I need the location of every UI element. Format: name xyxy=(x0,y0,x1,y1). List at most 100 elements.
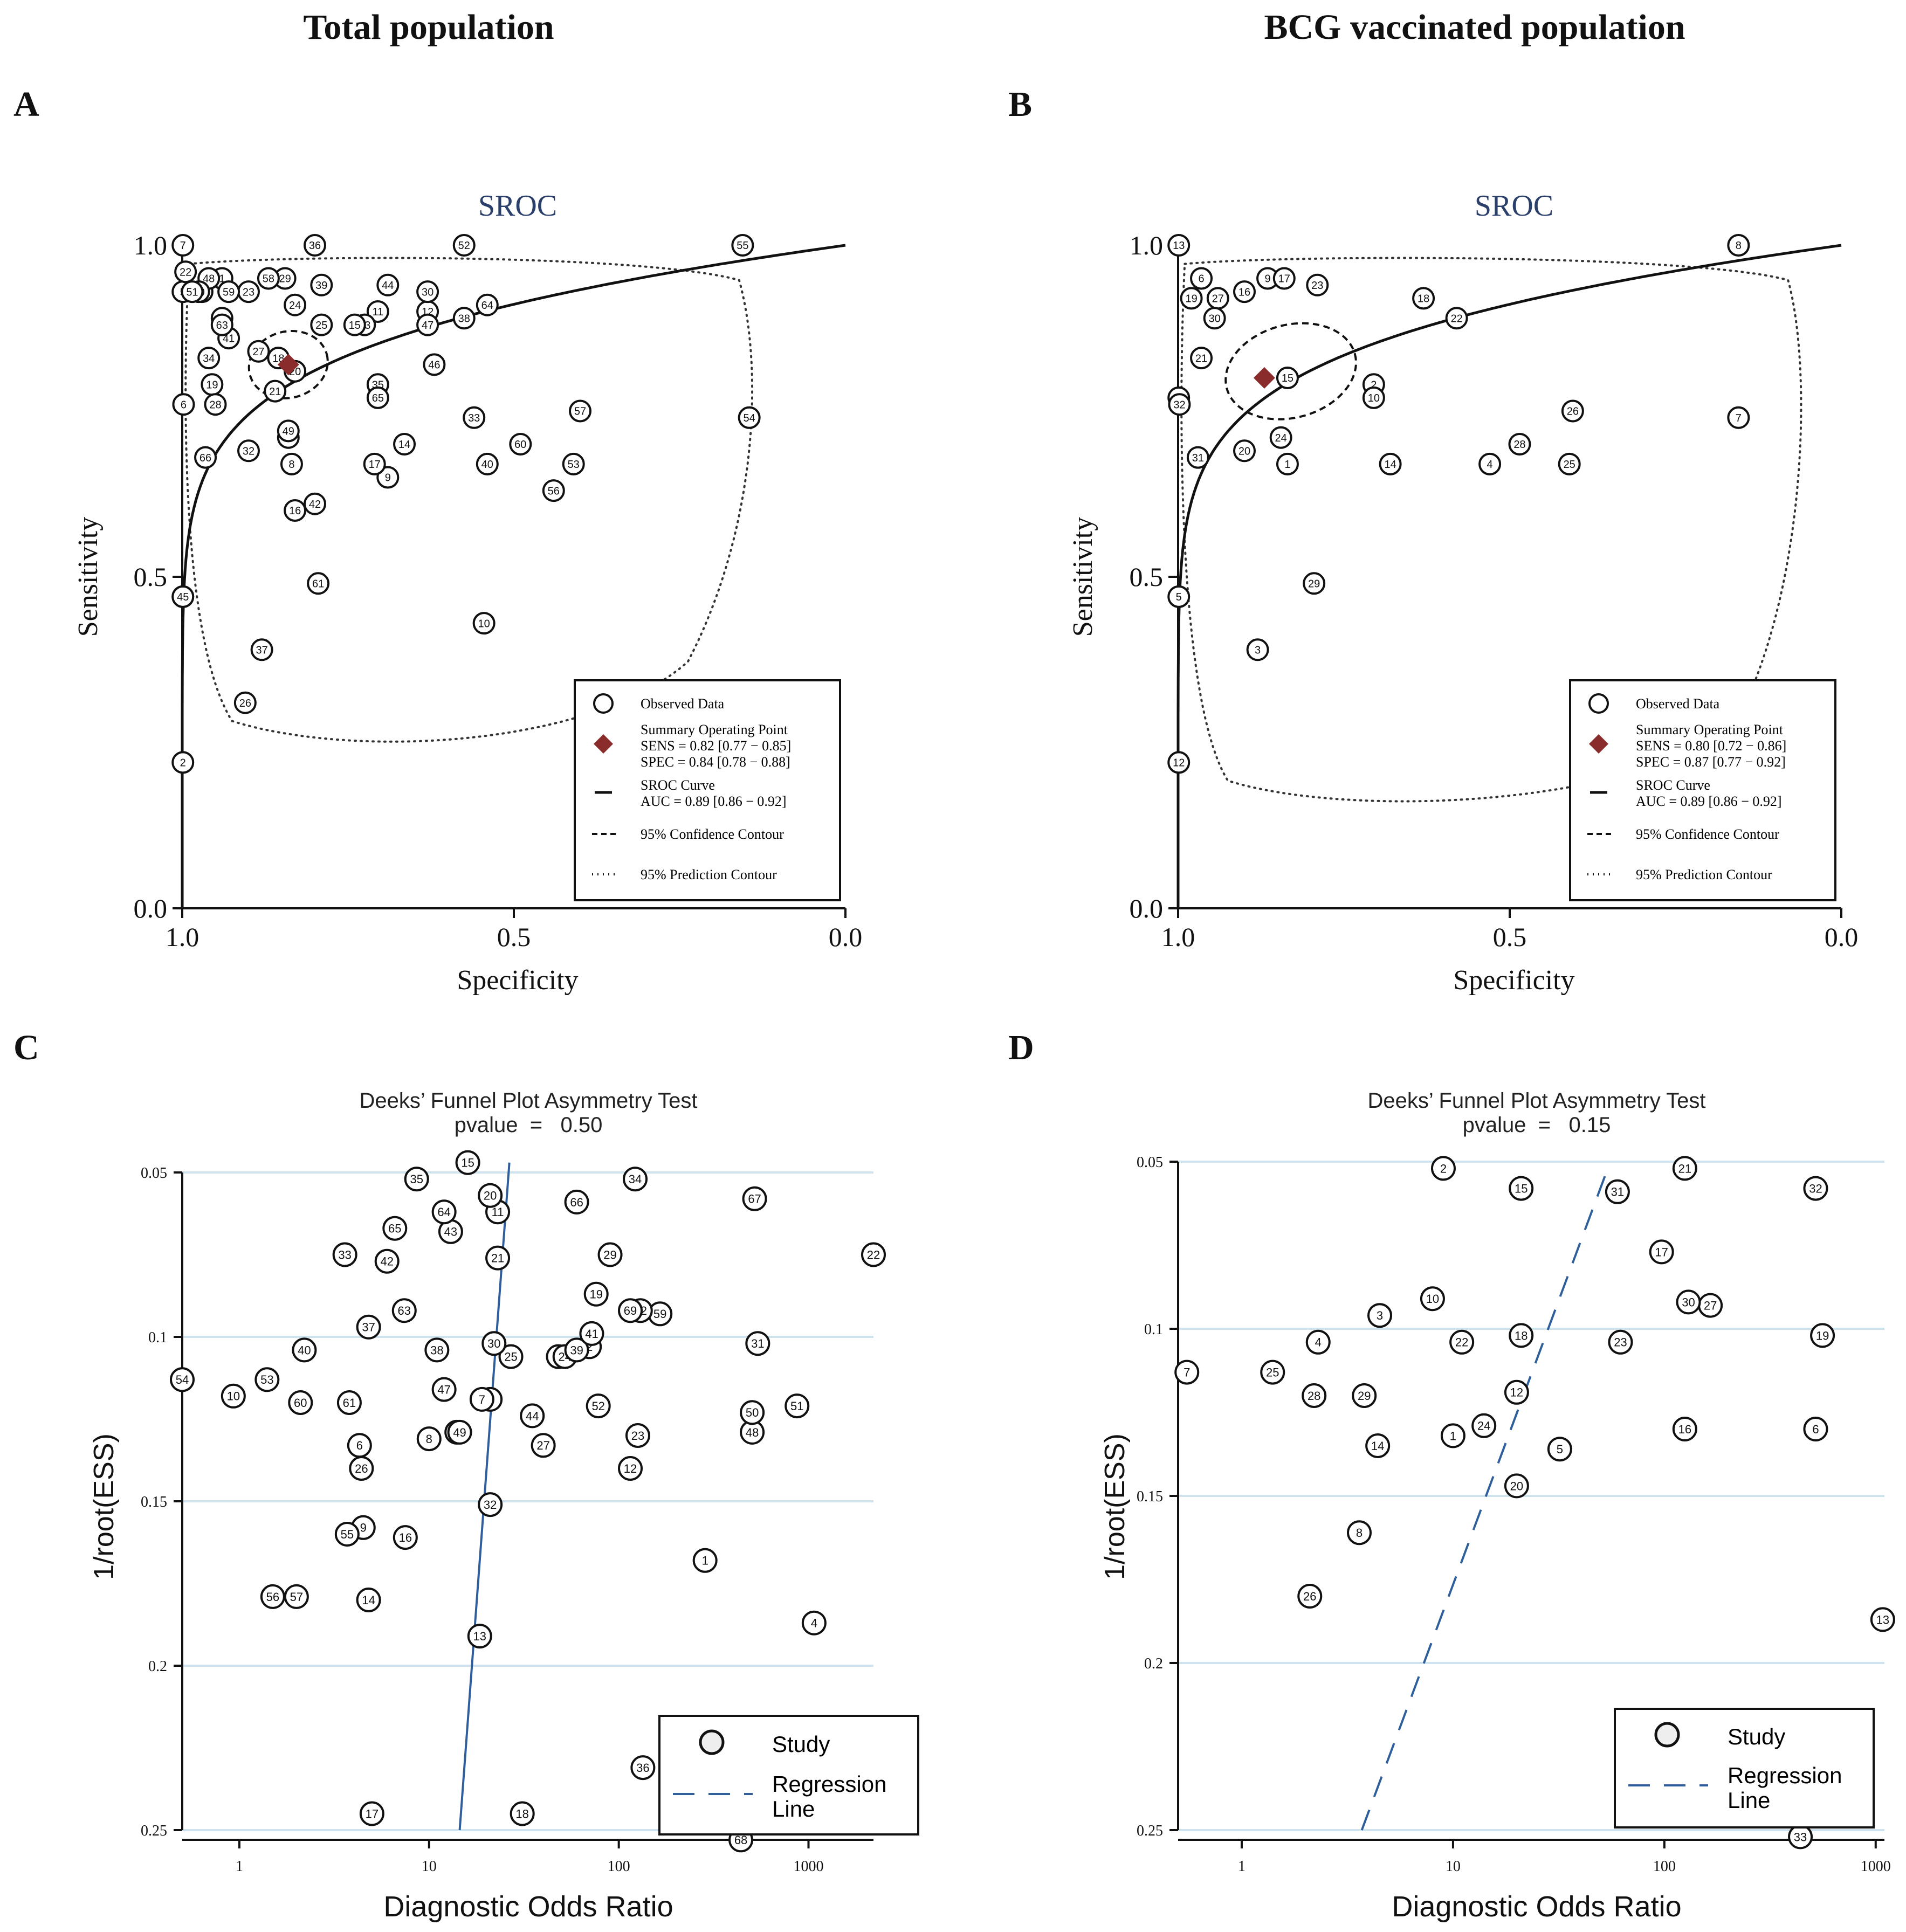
study-point-label: 30 xyxy=(487,1337,500,1350)
sroc-panel-b: SROC 1.00.50.00.00.51.0 1234567891011121… xyxy=(1068,189,1858,996)
observed-point: 7 xyxy=(171,234,195,257)
observed-point-label: 14 xyxy=(398,439,410,451)
study-point: 13 xyxy=(467,1624,492,1649)
observed-point: 8 xyxy=(1727,234,1750,257)
study-point: 7 xyxy=(469,1386,494,1412)
study-point-label: 29 xyxy=(1358,1389,1371,1403)
study-point-label: 32 xyxy=(484,1498,497,1512)
observed-point-circle xyxy=(204,393,227,416)
sroc-curve xyxy=(181,244,846,908)
observed-point-circle xyxy=(476,452,499,475)
study-point-circle xyxy=(801,1610,827,1636)
observed-point: 61 xyxy=(307,572,330,595)
study-point-label: 50 xyxy=(746,1406,759,1419)
legend-confidence-label: 95% Confidence Contour xyxy=(641,826,784,842)
study-point: 42 xyxy=(374,1248,400,1274)
study-point-circle xyxy=(393,1525,418,1550)
observed-point-label: 7 xyxy=(1736,412,1742,424)
observed-point: 44 xyxy=(376,273,400,296)
study-point-circle xyxy=(1810,1323,1835,1348)
study-point: 60 xyxy=(288,1390,313,1415)
legend-regression-label-line1: Regression xyxy=(772,1771,886,1797)
legend-curve-title: SROC Curve xyxy=(641,777,715,793)
study-point-circle xyxy=(284,1584,309,1609)
observed-point-label: 19 xyxy=(206,380,218,391)
observed-point-label: 19 xyxy=(1185,293,1197,305)
observed-point: 56 xyxy=(542,479,565,502)
study-point-circle xyxy=(1471,1413,1497,1438)
study-point: 16 xyxy=(393,1525,418,1550)
study-point: 24 xyxy=(1471,1413,1497,1438)
observed-point-circle xyxy=(1167,751,1191,774)
observed-point: 17 xyxy=(363,452,386,475)
observed-point-circle xyxy=(237,439,260,463)
observed-point: 53 xyxy=(562,452,585,475)
x-tick-label: 1000 xyxy=(794,1858,824,1875)
observed-point: 20 xyxy=(1233,439,1256,463)
study-point-circle xyxy=(1420,1286,1445,1312)
observed-point-circle xyxy=(1233,439,1256,463)
study-point-label: 48 xyxy=(746,1426,759,1439)
study-point-circle xyxy=(447,1419,472,1445)
study-point-circle xyxy=(861,1242,886,1267)
study-point-circle xyxy=(1347,1520,1372,1545)
study-point-label: 20 xyxy=(484,1189,497,1203)
panel-letter-a: A xyxy=(13,85,39,124)
observed-point-circle xyxy=(1362,386,1385,409)
summary-point-diamond xyxy=(277,354,299,376)
study-point: 8 xyxy=(416,1426,442,1452)
observed-point-circle xyxy=(1445,307,1468,330)
study-point-circle xyxy=(498,1344,524,1369)
study-point-circle xyxy=(564,1189,589,1215)
study-point: 29 xyxy=(597,1242,623,1267)
x-tick-label: 10 xyxy=(1446,1858,1461,1875)
study-point: 61 xyxy=(336,1390,362,1415)
observed-point: 22 xyxy=(174,260,197,284)
observed-point-label: 27 xyxy=(1212,293,1224,305)
study-point-label: 12 xyxy=(624,1462,637,1475)
study-point-circle xyxy=(1367,1303,1392,1328)
observed-point: 6 xyxy=(172,393,195,416)
observed-point-label: 47 xyxy=(422,320,434,332)
observed-point: 33 xyxy=(463,406,486,429)
observed-point: 15 xyxy=(1276,367,1299,389)
study-point: 15 xyxy=(455,1150,480,1175)
study-point-label: 51 xyxy=(790,1399,803,1413)
study-point-circle xyxy=(531,1433,556,1458)
observed-point-label: 29 xyxy=(1308,578,1320,590)
observed-point: 39 xyxy=(310,273,333,296)
funnel-panel-c: Deeks’ Funnel Plot Asymmetry Test pvalue… xyxy=(88,1089,919,1923)
study-point-circle xyxy=(1352,1383,1377,1408)
y-tick-label: 0.05 xyxy=(141,1165,167,1182)
study-point-circle xyxy=(1504,1473,1529,1499)
observed-point-circle xyxy=(376,273,400,296)
study-point-label: 34 xyxy=(629,1172,642,1186)
observed-point-label: 28 xyxy=(209,399,221,411)
regression-line-path xyxy=(1360,1168,1609,1831)
observed-point-label: 8 xyxy=(288,459,294,471)
observed-point-label: 49 xyxy=(283,426,294,438)
study-point-label: 2 xyxy=(1440,1162,1447,1175)
observed-point-circle xyxy=(310,273,333,296)
study-point: 23 xyxy=(1608,1329,1633,1355)
study-point: 69 xyxy=(618,1298,643,1323)
observed-point: 26 xyxy=(233,691,257,714)
study-point: 44 xyxy=(520,1403,545,1429)
study-point: 63 xyxy=(391,1298,417,1323)
observed-point-circle xyxy=(250,638,273,661)
observed-point-label: 6 xyxy=(1198,273,1204,285)
study-point: 54 xyxy=(170,1367,195,1392)
observed-point-circle xyxy=(194,446,217,469)
study-point-circle xyxy=(785,1393,810,1419)
sroc-curve-line xyxy=(181,244,846,908)
observed-point-circle xyxy=(1508,433,1531,456)
study-point-label: 25 xyxy=(504,1350,517,1364)
observed-point: 32 xyxy=(237,439,260,463)
study-point-label: 1 xyxy=(1450,1429,1456,1443)
study-point-label: 4 xyxy=(1315,1336,1322,1349)
study-point-label: 22 xyxy=(867,1248,880,1261)
study-point-label: 61 xyxy=(343,1396,356,1410)
study-point-circle xyxy=(630,1755,656,1781)
summary-operating-point xyxy=(1253,367,1275,389)
observed-point-circle xyxy=(210,313,233,336)
